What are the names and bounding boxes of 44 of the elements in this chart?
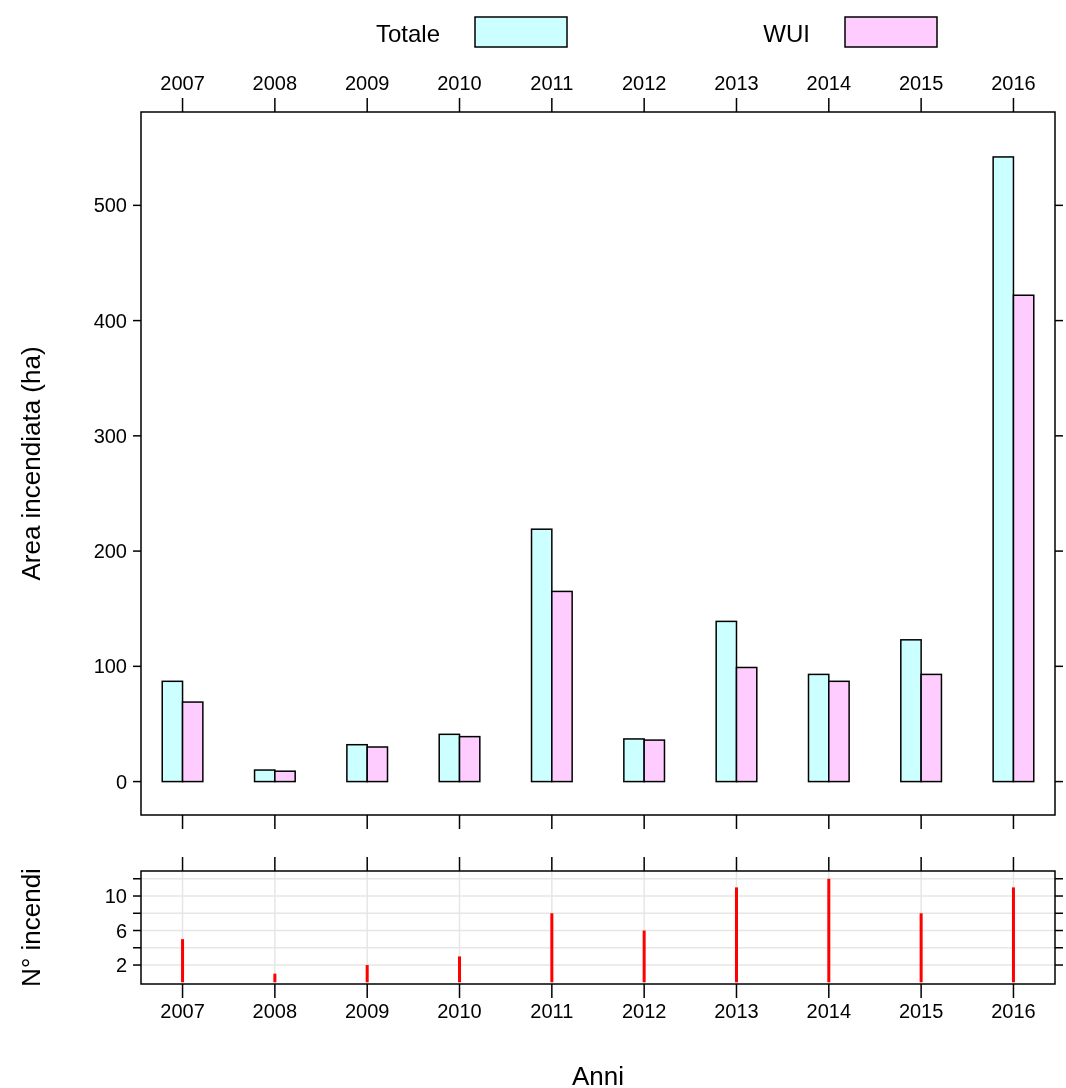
- bar: [734, 887, 738, 983]
- y-tick-label: 300: [93, 424, 127, 447]
- y-tick-label: 200: [93, 540, 127, 563]
- x-tick-label: 2016: [991, 72, 1036, 94]
- x-tick-label: 2009: [344, 72, 390, 94]
- x-tick-label: 2011: [530, 72, 574, 94]
- x-tick-label: 2007: [160, 72, 205, 94]
- y-tick-label: 400: [93, 309, 127, 332]
- legend-label: WUI: [763, 20, 810, 47]
- x-tick-label: 2012: [621, 1000, 667, 1022]
- x-tick-label: 2016: [991, 1000, 1036, 1022]
- x-tick-label: 2008: [252, 1000, 298, 1022]
- x-tick-label: 2011: [530, 1000, 574, 1022]
- bar: [273, 973, 277, 983]
- x-tick-label: 2015: [898, 72, 944, 94]
- x-tick-label: 2008: [252, 72, 298, 94]
- y-axis-title: N° incendi: [16, 868, 46, 987]
- bar: [919, 913, 923, 983]
- x-axis-title: Anni: [571, 1061, 625, 1088]
- x-tick-label: 2012: [621, 72, 667, 94]
- x-tick-label: 2013: [714, 72, 759, 94]
- y-tick-label: 500: [93, 194, 127, 217]
- bar: [365, 965, 369, 983]
- x-tick-label: 2010: [437, 1000, 482, 1022]
- bar: [827, 878, 831, 983]
- bar: [458, 956, 462, 983]
- y-tick-label: 2: [115, 954, 127, 977]
- bar: [642, 930, 646, 983]
- x-tick-label: 2007: [160, 1000, 205, 1022]
- y-tick-label: 0: [115, 770, 127, 793]
- x-tick-label: 2009: [344, 1000, 390, 1022]
- y-axis-title: Area incendiata (ha): [16, 346, 46, 581]
- y-tick-label: 100: [93, 655, 127, 678]
- x-tick-label: 2015: [898, 1000, 944, 1022]
- y-tick-label: 6: [115, 919, 127, 942]
- bar: [1011, 887, 1015, 983]
- x-tick-label: 2014: [806, 1000, 852, 1022]
- x-tick-label: 2013: [714, 1000, 759, 1022]
- x-tick-label: 2010: [437, 72, 482, 94]
- legend-label: Totale: [375, 20, 440, 47]
- bar: [181, 939, 185, 983]
- y-tick-label: 10: [104, 885, 127, 908]
- x-tick-label: 2014: [806, 72, 852, 94]
- bar: [550, 913, 554, 983]
